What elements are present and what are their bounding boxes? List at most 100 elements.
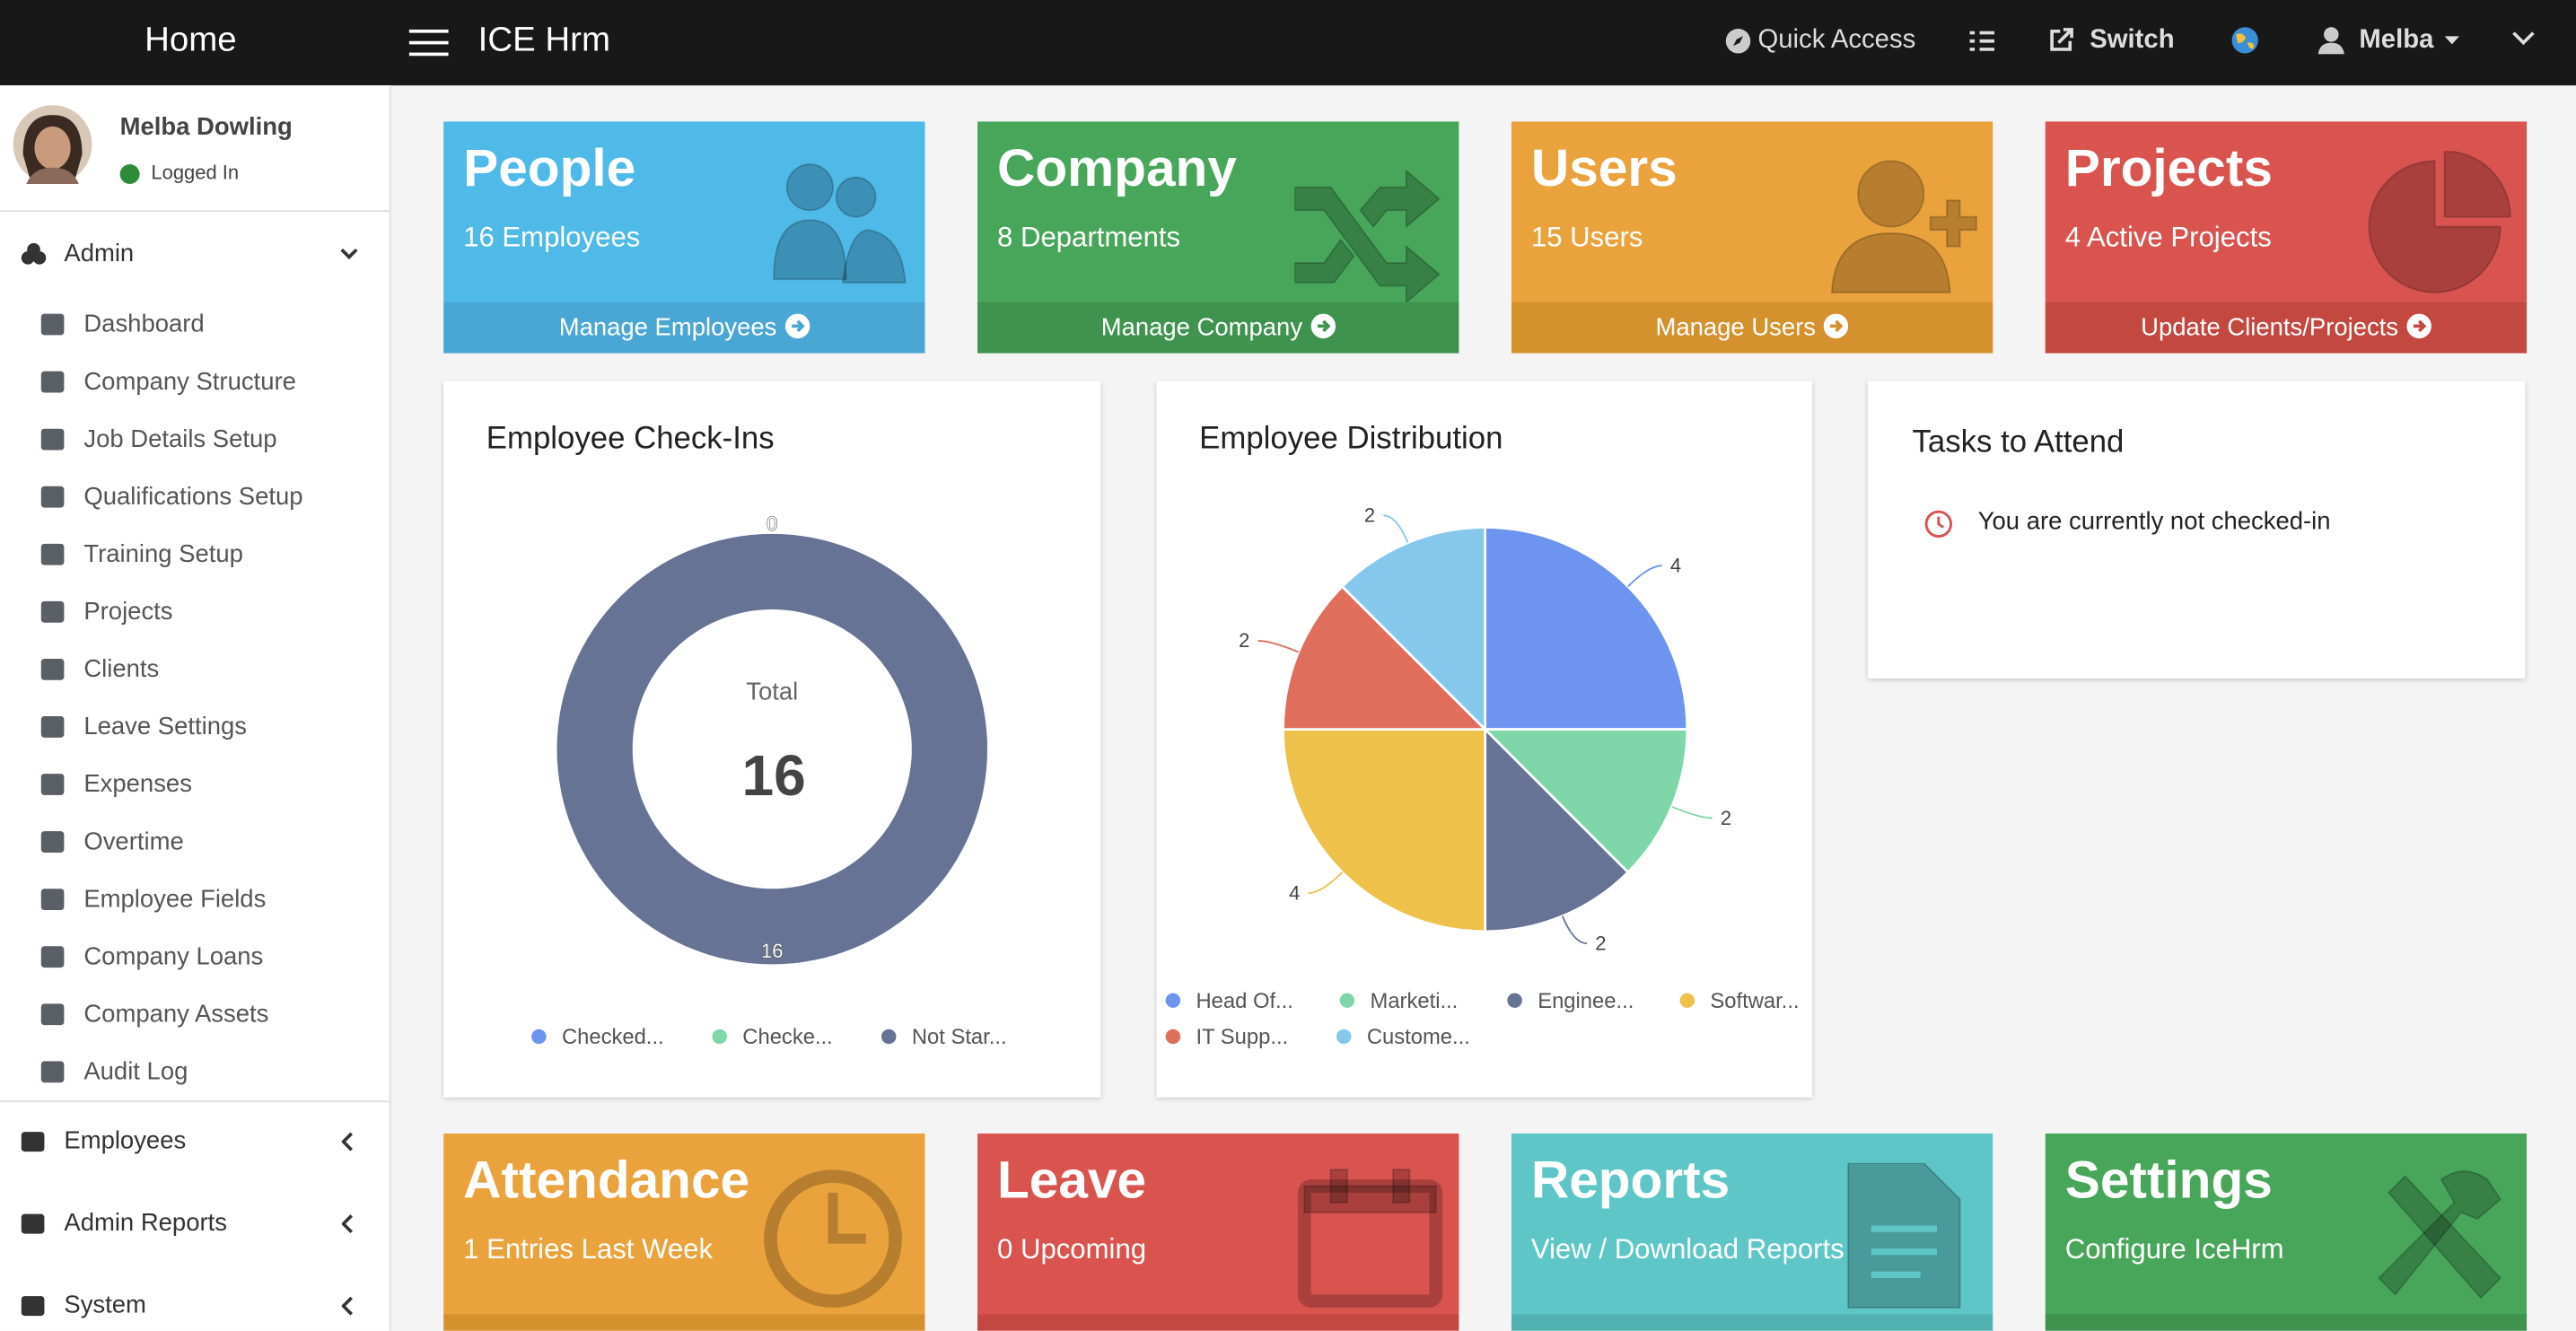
menu-item[interactable]: Overtime (0, 813, 390, 871)
menu-item[interactable]: Projects (0, 583, 390, 641)
menu-icon (40, 543, 65, 565)
card-icon (1847, 1162, 1961, 1309)
chevron-left (341, 1132, 353, 1151)
card-subtitle: 16 Employees (463, 222, 641, 253)
legend-label: Checke... (742, 1025, 832, 1049)
icon-shape (1297, 1179, 1443, 1308)
card-link[interactable]: Update Clients/Projects (2045, 302, 2528, 354)
card-title: Company (997, 137, 1237, 197)
compass-icon (1725, 29, 1751, 54)
legend-label: Enginee... (1538, 989, 1634, 1013)
menu-item[interactable]: Employee Fields (0, 871, 390, 928)
slice (556, 533, 988, 965)
leader-line (1308, 871, 1344, 895)
legend-label: Checked... (562, 1025, 664, 1049)
dashboard-card: Users 15 Users Manage Users (1511, 121, 1993, 354)
icon-shape (2388, 1175, 2502, 1300)
menu-item[interactable]: Training Setup (0, 526, 390, 583)
card-link[interactable] (2045, 1314, 2528, 1331)
quick-access[interactable]: Quick Access (1757, 26, 1916, 55)
card-icon (2378, 1170, 2502, 1300)
tasks-icon[interactable] (1968, 28, 1995, 54)
slice (1282, 584, 1488, 731)
icon-shape (828, 1192, 866, 1244)
menu-item[interactable]: Job Details Setup (0, 411, 390, 468)
menu-item[interactable]: Audit Log (0, 1043, 390, 1100)
menu-item[interactable]: Qualifications Setup (0, 468, 390, 526)
menu-label: Audit Log (83, 1057, 188, 1086)
card-icon (773, 163, 907, 284)
legend-marker (1679, 993, 1695, 1008)
dashboard-card: Settings Configure IceHrm (2045, 1133, 2528, 1331)
menu-icon (40, 313, 65, 336)
chevron-down[interactable] (2512, 31, 2536, 48)
menu-item[interactable]: Expenses (0, 756, 390, 813)
card-link[interactable]: Manage Company (977, 302, 1459, 354)
icon-shape (1303, 1185, 1437, 1213)
card-link[interactable] (1511, 1314, 1993, 1331)
card-link[interactable] (977, 1314, 1459, 1331)
icon-shape (785, 163, 834, 212)
menu-item[interactable]: Leave Settings (0, 698, 390, 756)
card-link[interactable]: Manage Employees (443, 302, 925, 354)
card-title: Attendance (463, 1150, 750, 1210)
card-icon (1294, 169, 1441, 302)
slice (1340, 526, 1487, 732)
sidebar-section[interactable]: Admin Reports (0, 1191, 390, 1257)
admin-section[interactable]: Admin (0, 222, 390, 287)
menu-icon (40, 831, 65, 853)
legend-label: Custome... (1367, 1025, 1470, 1049)
arrow-path (2413, 320, 2427, 333)
card-subtitle: 0 Upcoming (997, 1233, 1147, 1265)
menu-label: Qualifications Setup (83, 483, 303, 512)
link-text: Manage Users (1655, 313, 1817, 342)
card-title: Projects (2064, 137, 2273, 197)
divider (0, 1100, 390, 1103)
menu-item[interactable]: Company Loans (0, 928, 390, 985)
check-ins-panel: Employee Check-Ins 0016Checked...Checke.… (443, 381, 1101, 1098)
menu-item[interactable]: Company Structure (0, 354, 390, 411)
menu-label: Training Setup (83, 540, 243, 569)
user-icon (2318, 27, 2344, 55)
data-label: 2 (1595, 932, 1606, 954)
card-icon (1297, 1169, 1443, 1308)
menu-icon (40, 1061, 65, 1083)
legend-label: Softwar... (1710, 989, 1799, 1013)
dashboard-card: Attendance 1 Entries Last Week (443, 1133, 925, 1331)
menu-item[interactable]: Dashboard (0, 295, 390, 353)
menu-item[interactable]: Company Assets (0, 985, 390, 1043)
home-link[interactable]: Home (145, 21, 237, 59)
card-link[interactable] (443, 1314, 925, 1331)
menu-icon (40, 889, 65, 911)
top-bar: Home ICE Hrm Quick Access Switch Melba (0, 0, 2576, 86)
icon-shape (1830, 232, 1951, 293)
menu-item[interactable]: Clients (0, 641, 390, 698)
arrow-icon (2406, 313, 2431, 339)
icon-shape (1392, 1169, 1411, 1204)
switch-button[interactable]: Switch (2090, 26, 2175, 55)
slice (1282, 728, 1487, 933)
sidebar-section[interactable]: Employees (0, 1108, 390, 1174)
panel-title: Employee Distribution (1199, 422, 1503, 457)
user-menu[interactable]: Melba (2359, 26, 2434, 55)
card-link[interactable]: Manage Users (1511, 302, 1993, 354)
link-text: Manage Company (1100, 313, 1303, 342)
card-subtitle: 15 Users (1530, 222, 1643, 253)
menu-label: Leave Settings (83, 713, 248, 741)
dashboard-card: Leave 0 Upcoming (977, 1133, 1459, 1331)
link-text: Manage Employees (558, 313, 777, 342)
sidebar-section[interactable]: System (0, 1274, 390, 1331)
menu-icon (40, 371, 65, 393)
legend-label: IT Supp... (1196, 1025, 1288, 1049)
language-globe[interactable] (2231, 26, 2259, 54)
data-label: 0 (767, 512, 777, 535)
user-name: Melba Dowling (119, 113, 293, 142)
icon-shape (1847, 1162, 1961, 1309)
section-icon (21, 1213, 45, 1234)
menu-icon (40, 1003, 65, 1026)
panel-title: Tasks to Attend (1912, 425, 2125, 460)
clock-icon (1924, 510, 1953, 539)
leader-line (1627, 565, 1662, 588)
icon-shape (1929, 199, 1977, 248)
menu-toggle[interactable] (408, 26, 449, 59)
